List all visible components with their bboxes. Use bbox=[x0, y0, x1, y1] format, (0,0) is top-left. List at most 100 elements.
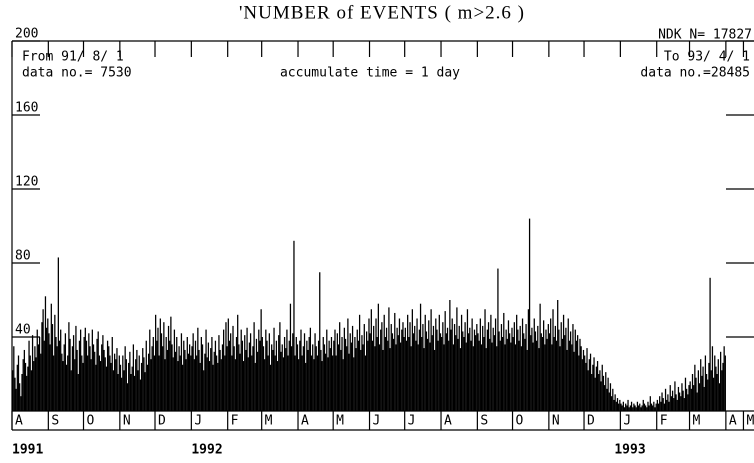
bar bbox=[659, 396, 661, 411]
bar bbox=[401, 329, 403, 411]
bar bbox=[200, 337, 202, 411]
bar bbox=[696, 392, 698, 411]
to-label: To 93/ 4/ 1 bbox=[664, 50, 750, 65]
bar bbox=[607, 377, 609, 411]
bar bbox=[415, 340, 417, 411]
bar bbox=[75, 325, 77, 411]
bar bbox=[451, 318, 453, 411]
bar bbox=[303, 333, 306, 411]
bar bbox=[179, 355, 181, 411]
bar bbox=[337, 344, 340, 411]
bar bbox=[513, 322, 515, 411]
bar bbox=[248, 342, 251, 411]
bar bbox=[605, 372, 607, 411]
bar bbox=[477, 333, 479, 411]
bar bbox=[201, 344, 204, 411]
bar bbox=[83, 337, 85, 411]
bar bbox=[278, 335, 280, 411]
bar bbox=[389, 348, 391, 411]
bar bbox=[411, 309, 413, 411]
bar bbox=[47, 318, 49, 411]
bar bbox=[377, 303, 379, 411]
bar bbox=[228, 340, 231, 411]
bar bbox=[335, 355, 337, 411]
bar bbox=[600, 381, 602, 411]
bar bbox=[92, 344, 95, 411]
bar bbox=[282, 357, 285, 411]
catalog-label: NDK N= 17827 bbox=[658, 28, 752, 43]
bar bbox=[157, 327, 159, 411]
bar bbox=[601, 364, 603, 411]
bar bbox=[173, 329, 176, 411]
bar bbox=[428, 320, 430, 411]
bar bbox=[414, 325, 416, 411]
bar bbox=[302, 346, 304, 411]
bar bbox=[490, 314, 492, 411]
bar bbox=[410, 346, 412, 411]
bar bbox=[629, 405, 632, 411]
bar bbox=[69, 338, 71, 411]
bar bbox=[313, 359, 315, 411]
bar bbox=[60, 329, 62, 411]
bar bbox=[580, 346, 582, 411]
bar bbox=[416, 318, 418, 411]
bar bbox=[384, 337, 387, 411]
y-tick-label: 80 bbox=[15, 249, 31, 264]
bar bbox=[540, 333, 542, 411]
bar bbox=[511, 327, 513, 411]
bar bbox=[41, 322, 43, 411]
bar bbox=[487, 322, 490, 411]
bar bbox=[448, 340, 450, 411]
bar bbox=[363, 324, 365, 411]
bar bbox=[171, 344, 173, 411]
bar bbox=[561, 338, 564, 411]
bar bbox=[582, 349, 585, 411]
bar bbox=[90, 359, 92, 411]
bar bbox=[162, 346, 164, 411]
bar bbox=[366, 331, 368, 411]
bar bbox=[281, 344, 283, 411]
bar bbox=[724, 355, 726, 411]
bar bbox=[97, 331, 99, 411]
bar bbox=[446, 327, 449, 411]
bar bbox=[310, 355, 313, 411]
bar bbox=[56, 346, 58, 411]
bar bbox=[50, 303, 52, 411]
bar bbox=[104, 357, 106, 411]
bar bbox=[49, 344, 51, 411]
bar bbox=[362, 344, 364, 411]
bar bbox=[225, 322, 227, 411]
bar bbox=[235, 337, 238, 411]
bar bbox=[524, 338, 526, 411]
x-tick-label: J bbox=[194, 414, 202, 429]
bar bbox=[261, 337, 263, 411]
x-tick-label: A bbox=[729, 414, 737, 429]
x-tick-label: M bbox=[336, 414, 344, 429]
bar bbox=[398, 318, 401, 411]
bar bbox=[140, 362, 143, 411]
bar bbox=[450, 329, 452, 411]
bar bbox=[480, 344, 483, 411]
bar bbox=[417, 344, 419, 411]
bar bbox=[187, 353, 190, 411]
bar bbox=[702, 366, 704, 411]
bar bbox=[543, 320, 545, 411]
bar bbox=[143, 357, 145, 411]
bar bbox=[602, 375, 605, 411]
bar bbox=[203, 370, 205, 411]
bar bbox=[111, 337, 113, 411]
bar bbox=[526, 349, 528, 411]
bar bbox=[636, 401, 639, 411]
bar bbox=[149, 329, 151, 411]
bar bbox=[42, 309, 44, 411]
bar bbox=[288, 340, 290, 411]
bar bbox=[197, 327, 199, 411]
bar bbox=[176, 337, 178, 411]
bar bbox=[286, 329, 288, 411]
bar bbox=[244, 335, 246, 411]
bar bbox=[156, 340, 158, 411]
bar bbox=[166, 349, 169, 411]
bar bbox=[653, 401, 655, 411]
bar bbox=[552, 309, 554, 411]
